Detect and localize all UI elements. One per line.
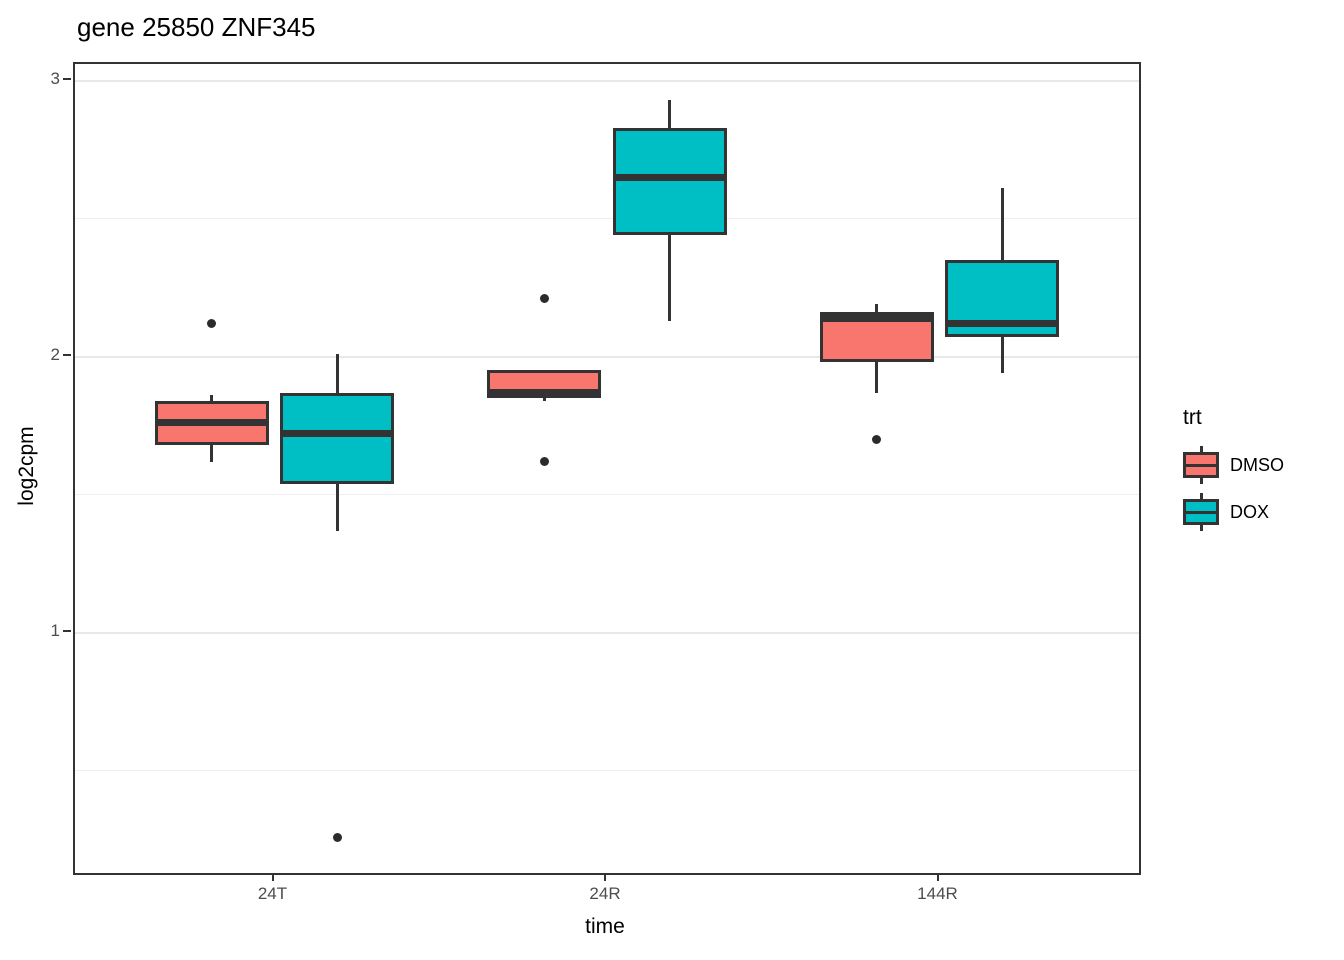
legend-key-boxplot-glyph [1183, 493, 1219, 531]
median-line-DMSO-144R [822, 314, 931, 322]
box-DOX-24T [280, 392, 395, 484]
outlier-point-DMSO-24R [539, 294, 549, 304]
major-gridline [75, 79, 1139, 82]
y-tick-label: 2 [50, 344, 60, 364]
legend-label-dmso: DMSO [1230, 454, 1284, 475]
median-line-DMSO-24T [157, 419, 266, 427]
median-line-DOX-24R [615, 173, 724, 181]
x-tick-label: 24T [257, 884, 288, 903]
plot-title: gene 25850 ZNF345 [77, 12, 316, 42]
x-tick-mark [936, 873, 939, 881]
major-gridline [75, 355, 1139, 358]
plot-panel [73, 62, 1141, 875]
median-line-DMSO-24R [490, 389, 599, 397]
x-tick-mark [604, 873, 606, 881]
legend-item-dox: DOX [1183, 493, 1284, 531]
outlier-point-DOX-24T [332, 832, 342, 842]
minor-gridline [75, 218, 1139, 220]
outlier-point-DMSO-24T [207, 319, 217, 329]
legend-title: trt [1183, 406, 1202, 429]
y-tick-mark [63, 77, 71, 80]
minor-gridline [75, 494, 1139, 496]
legend-key-median [1186, 463, 1216, 467]
legend-key-median [1186, 510, 1216, 514]
minor-gridline [75, 770, 1139, 772]
box-DOX-24R [612, 127, 727, 236]
x-tick-label: 24R [589, 884, 621, 903]
x-tick-label: 144R [917, 884, 958, 903]
outlier-point-DMSO-144R [872, 435, 882, 444]
x-axis-title: time [585, 915, 625, 938]
major-gridline [75, 631, 1139, 634]
y-axis-title: log2cpm [15, 426, 38, 506]
y-tick-label: 1 [50, 620, 60, 640]
legend-item-dmso: DMSO [1183, 446, 1284, 484]
median-line-DOX-144R [948, 320, 1057, 328]
y-tick-mark [63, 353, 71, 356]
y-tick-label: 3 [50, 68, 60, 88]
legend: trt DMSO DOX [1183, 406, 1284, 540]
y-tick-mark [63, 629, 71, 632]
legend-label-dox: DOX [1230, 501, 1270, 522]
legend-key-boxplot-glyph [1183, 446, 1219, 484]
median-line-DOX-24T [283, 430, 392, 438]
x-tick-mark [271, 873, 274, 881]
outlier-point-DMSO-24R [539, 457, 549, 467]
